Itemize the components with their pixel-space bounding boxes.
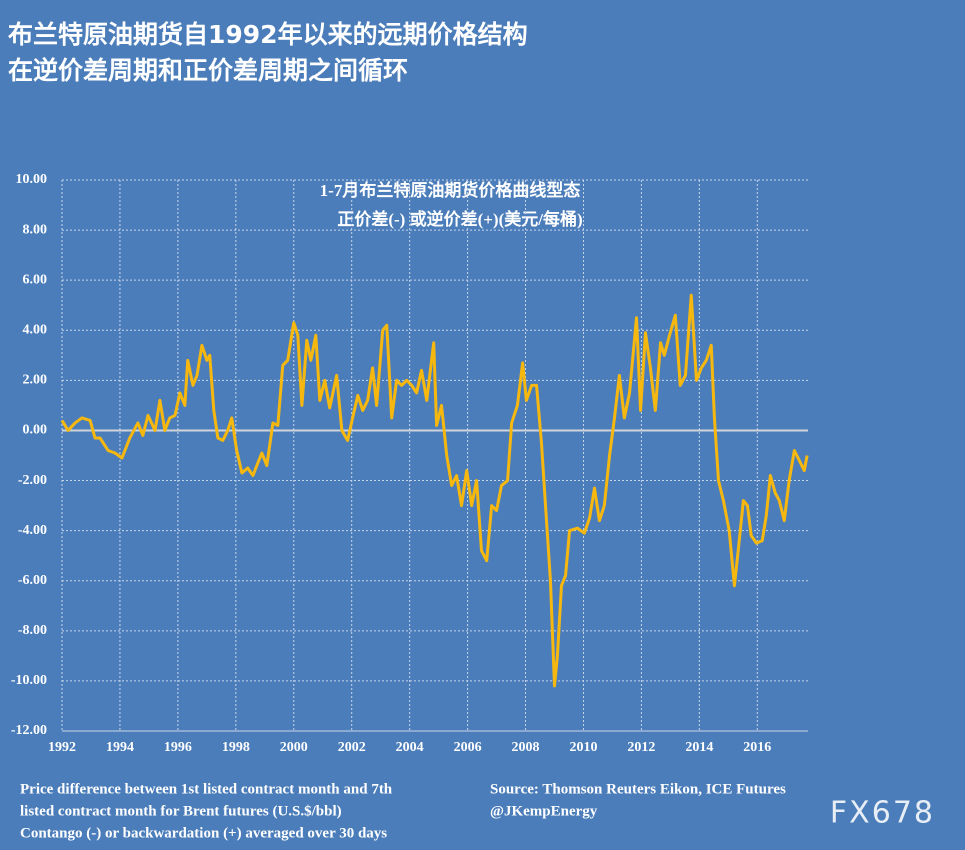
source: Source: Thomson Reuters Eikon, ICE Futur… <box>490 781 786 797</box>
x-tick-label: 2016 <box>743 740 771 755</box>
y-tick-label: 0.00 <box>23 423 48 438</box>
x-tick-label: 1998 <box>222 740 250 755</box>
x-tick-label: 1994 <box>106 740 134 755</box>
y-tick-label: 6.00 <box>23 272 48 287</box>
y-tick-label: -4.00 <box>18 523 47 538</box>
x-tick-label: 2006 <box>454 740 482 755</box>
chart-title: 1-7月布兰特原油期货价格曲线型态 <box>320 180 581 200</box>
y-tick-label: -6.00 <box>18 573 47 588</box>
y-tick-label: 8.00 <box>23 222 48 237</box>
x-tick-label: 2004 <box>396 740 424 755</box>
x-tick-label: 2014 <box>685 740 713 755</box>
watermark: FX678 <box>830 796 935 831</box>
x-tick-label: 1992 <box>48 740 76 755</box>
note: listed contract month for Brent futures … <box>20 803 342 819</box>
x-tick-label: 2008 <box>512 740 540 755</box>
data-line <box>60 293 809 688</box>
x-tick-label: 2002 <box>338 740 366 755</box>
headline: 布兰特原油期货自1992年以来的远期价格结构 <box>8 20 528 49</box>
x-tick-label: 2000 <box>280 740 308 755</box>
y-tick-label: -12.00 <box>11 723 47 738</box>
y-tick-label: -8.00 <box>18 623 47 638</box>
chart-title: 正价差(-) 或逆价差(+)(美元/每桶) <box>337 209 582 229</box>
y-tick-label: -10.00 <box>11 673 47 688</box>
x-tick-label: 2010 <box>569 740 597 755</box>
y-tick-label: 4.00 <box>23 322 48 337</box>
source: @JKempEnergy <box>490 803 598 819</box>
y-tick-label: 2.00 <box>23 373 48 388</box>
note: Price difference between 1st listed cont… <box>20 781 393 797</box>
note: Contango (-) or backwardation (+) averag… <box>20 825 387 841</box>
x-tick-label: 2012 <box>627 740 655 755</box>
x-tick-label: 1996 <box>164 740 192 755</box>
y-tick-label: -2.00 <box>18 473 47 488</box>
y-tick-label: 10.00 <box>16 172 48 187</box>
headline: 在逆价差周期和正价差周期之间循环 <box>8 56 408 85</box>
